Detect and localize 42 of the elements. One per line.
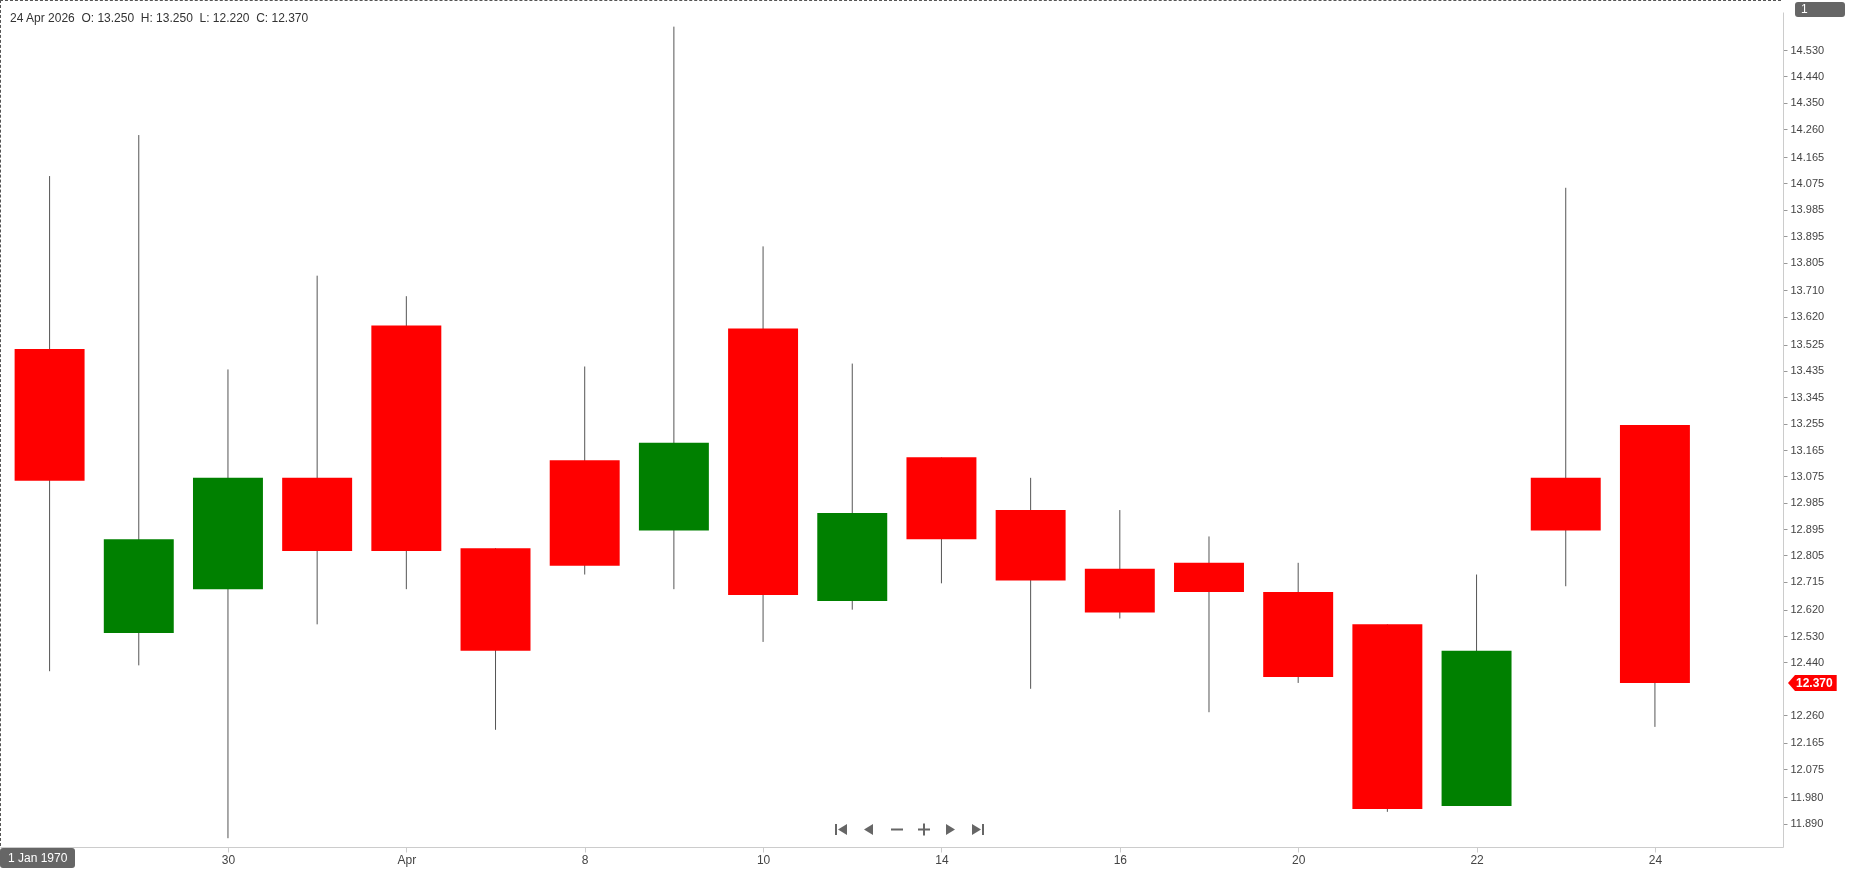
x-tick-label: Apr bbox=[397, 852, 417, 867]
y-tick-label: 13.805 bbox=[1790, 256, 1825, 268]
y-tick-label: 11.890 bbox=[1790, 817, 1824, 830]
y-tick-label: 13.075 bbox=[1790, 469, 1825, 482]
x-tick-label: 14 bbox=[935, 852, 949, 867]
y-tick-label: 13.620 bbox=[1790, 310, 1825, 323]
y-tick-label: 12.895 bbox=[1790, 522, 1825, 535]
text: 1 Jan 1970 bbox=[0, 848, 76, 868]
y-tick-label: 13.435 bbox=[1790, 364, 1825, 377]
y-tick-label: 12.165 bbox=[1790, 736, 1825, 749]
y-tick-label: 13.165 bbox=[1790, 443, 1825, 456]
y-tick-label: 13.345 bbox=[1790, 390, 1825, 403]
y-tick-label: 13.525 bbox=[1790, 338, 1825, 351]
y-tick-label: 13.710 bbox=[1790, 283, 1825, 296]
text: 12.370 bbox=[1788, 674, 1837, 691]
y-tick-label: 12.075 bbox=[1790, 762, 1825, 775]
chart-title: 24 Apr 2026 O: 13.250 H: 13.250 L: 12.220 C: 12.370 bbox=[10, 11, 309, 25]
y-tick-label: 14.260 bbox=[1790, 122, 1825, 135]
x-tick-label: 16 bbox=[1113, 852, 1128, 867]
y-tick-label: 13.255 bbox=[1790, 417, 1825, 430]
x-tick-label: 30 bbox=[221, 852, 236, 867]
x-tick-label: 24 bbox=[1648, 852, 1663, 867]
x-tick-label: 20 bbox=[1292, 852, 1306, 867]
y-tick-label: 14.440 bbox=[1790, 69, 1825, 82]
text: 1 bbox=[1795, 2, 1845, 17]
y-tick-label: 12.260 bbox=[1790, 708, 1825, 721]
y-tick-label: 12.440 bbox=[1790, 655, 1825, 668]
x-tick-label: 22 bbox=[1470, 852, 1485, 867]
y-tick-label: 12.620 bbox=[1790, 603, 1825, 616]
x-tick-label: 8 bbox=[581, 852, 589, 867]
y-tick-label: 12.985 bbox=[1790, 496, 1825, 509]
y-tick-label: 13.895 bbox=[1790, 229, 1825, 242]
y-tick-label: 14.075 bbox=[1790, 176, 1825, 189]
y-tick-label: 14.165 bbox=[1790, 150, 1825, 163]
y-tick-label: 12.805 bbox=[1790, 548, 1825, 561]
y-tick-label: 12.530 bbox=[1790, 629, 1825, 642]
y-tick-label: 11.980 bbox=[1790, 790, 1824, 803]
y-tick-label: 14.350 bbox=[1790, 96, 1825, 109]
y-tick-label: 14.530 bbox=[1790, 43, 1825, 56]
x-tick-label: 10 bbox=[756, 852, 771, 867]
y-tick-label: 12.715 bbox=[1790, 575, 1825, 588]
y-tick-label: 13.985 bbox=[1790, 203, 1825, 216]
